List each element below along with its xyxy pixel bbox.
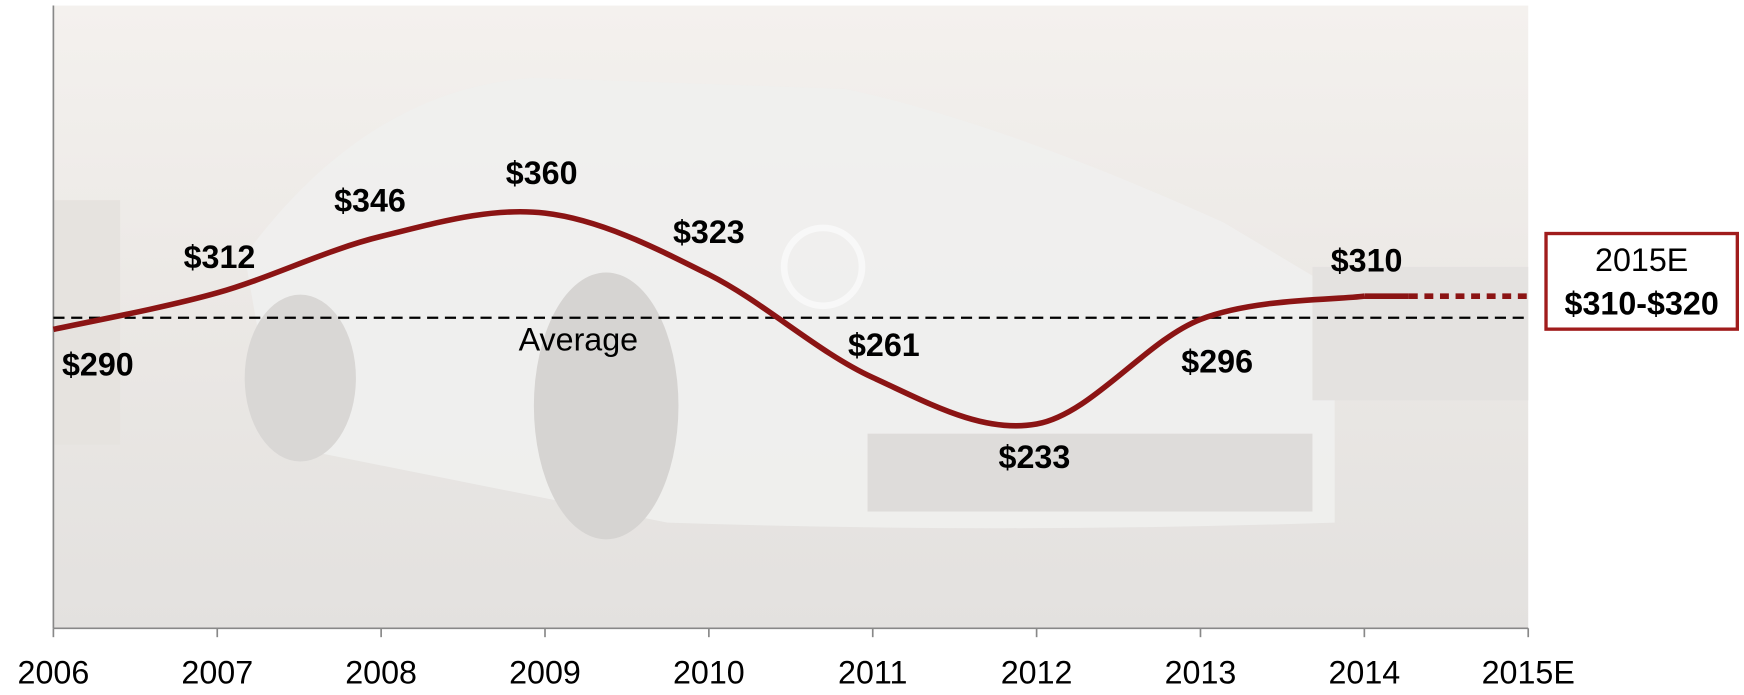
x-tick-label: 2012	[1001, 655, 1073, 691]
x-tick-label: 2010	[673, 655, 745, 691]
value-label: $312	[184, 239, 256, 275]
value-label: $290	[62, 347, 134, 383]
x-tick-label: 2013	[1165, 655, 1237, 691]
value-label: $360	[506, 155, 578, 191]
forecast-label: 2015E	[1595, 242, 1688, 278]
x-tick-label: 2006	[18, 655, 90, 691]
x-tick-label: 2015E	[1482, 655, 1575, 691]
x-tick-label: 2014	[1328, 655, 1400, 691]
average-label: Average	[519, 322, 639, 358]
x-tick-label: 2007	[181, 655, 253, 691]
x-tick-label: 2008	[345, 655, 417, 691]
value-label: $261	[848, 327, 920, 363]
value-label: $233	[999, 439, 1071, 475]
series-line	[52, 208, 1365, 429]
value-label: $310	[1331, 242, 1403, 278]
forecast-range: $310-$320	[1565, 285, 1719, 321]
x-tick-label: 2011	[838, 655, 907, 691]
value-label: $323	[673, 214, 745, 250]
value-label: $346	[334, 183, 406, 219]
value-label: $296	[1181, 343, 1253, 379]
x-tick-label: 2009	[509, 655, 581, 691]
forecast-box	[1544, 231, 1739, 331]
